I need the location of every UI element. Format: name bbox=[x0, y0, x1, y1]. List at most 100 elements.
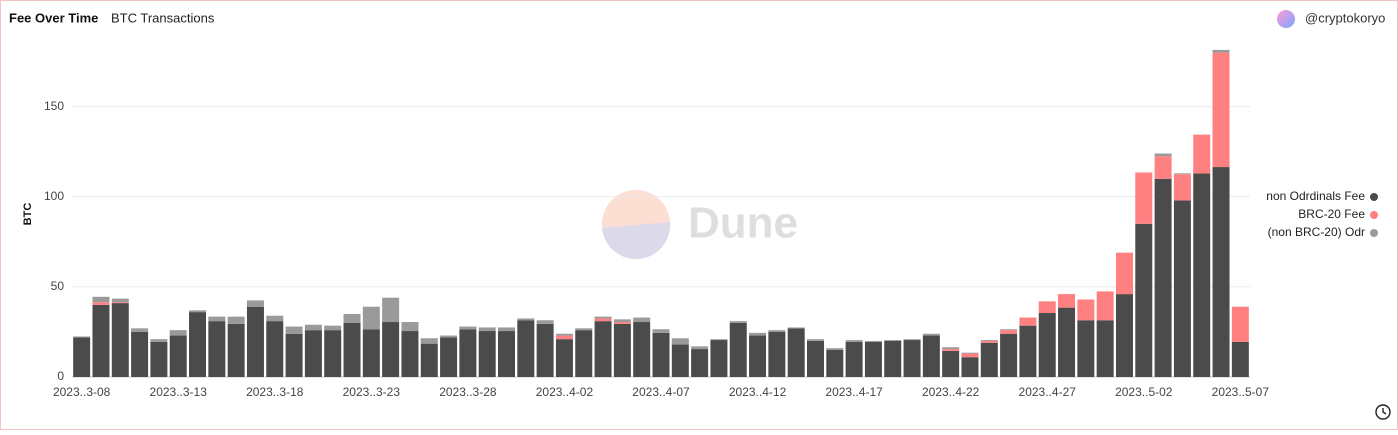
bar-segment bbox=[73, 336, 91, 338]
bar-segment bbox=[961, 357, 979, 377]
bar-segment bbox=[922, 335, 940, 377]
bar-segment bbox=[1019, 325, 1037, 377]
bar-segment bbox=[768, 330, 786, 332]
bar-segment bbox=[1096, 291, 1114, 321]
bar-segment bbox=[942, 350, 960, 377]
bar-segment bbox=[710, 339, 728, 341]
bar-segment bbox=[208, 316, 226, 322]
y-axis-label: BTC bbox=[22, 203, 34, 226]
bar-segment bbox=[478, 327, 496, 332]
bar-segment bbox=[440, 335, 458, 338]
bar-segment bbox=[594, 316, 612, 319]
bar-segment bbox=[787, 327, 805, 329]
bar-segment bbox=[806, 340, 824, 377]
y-tick-label: 100 bbox=[44, 189, 64, 203]
bar-segment bbox=[285, 333, 303, 377]
bar-segment bbox=[1077, 320, 1095, 377]
bar-segment bbox=[111, 303, 129, 377]
bar-segment bbox=[652, 332, 670, 377]
bar-segment bbox=[189, 312, 207, 377]
bar-segment bbox=[942, 349, 960, 351]
bar-segment bbox=[922, 333, 940, 336]
bar-segment bbox=[729, 322, 747, 377]
bar-segment bbox=[1135, 172, 1153, 224]
bar-segment bbox=[787, 328, 805, 377]
bar-segment bbox=[536, 323, 554, 377]
bar-segment bbox=[1212, 52, 1230, 168]
bar-segment bbox=[401, 331, 419, 377]
bar-segment bbox=[73, 337, 91, 377]
bar-segment bbox=[208, 321, 226, 377]
bar-segment bbox=[362, 329, 380, 377]
x-tick-label: 2023..4-02 bbox=[536, 385, 594, 399]
legend-label: non Odrdinals Fee bbox=[1266, 189, 1365, 203]
bar-segment bbox=[92, 304, 110, 377]
legend: non Odrdinals Fee BRC-20 Fee (non BRC-20) … bbox=[1266, 189, 1365, 239]
bar-segment bbox=[498, 327, 516, 332]
bar-segment bbox=[749, 335, 767, 377]
bar-segment bbox=[864, 341, 882, 377]
bar-segment bbox=[1212, 167, 1230, 377]
bar-segment bbox=[420, 343, 438, 377]
bar-segment bbox=[266, 315, 284, 322]
bar-segment bbox=[343, 313, 361, 323]
bar-segment bbox=[478, 331, 496, 377]
bar-segment bbox=[459, 329, 477, 377]
y-tick-label: 150 bbox=[44, 99, 64, 113]
legend-label: (non BRC-20) Odr bbox=[1268, 225, 1365, 239]
bar-segment bbox=[1096, 320, 1114, 377]
legend-swatch bbox=[1370, 193, 1378, 201]
bar-segment bbox=[1115, 294, 1133, 377]
bar-segment bbox=[1173, 200, 1191, 377]
bar-segment bbox=[691, 346, 709, 350]
bar-segment bbox=[1231, 306, 1249, 342]
bar-segment bbox=[806, 339, 824, 341]
bar-segment bbox=[459, 326, 477, 330]
x-tick-label: 2023..4-17 bbox=[825, 385, 883, 399]
y-tick-label: 50 bbox=[51, 279, 65, 293]
bar-segment bbox=[440, 337, 458, 377]
bar-segment bbox=[594, 321, 612, 377]
bar-segment bbox=[246, 306, 264, 377]
bar-segment bbox=[826, 348, 844, 350]
clock-face[interactable] bbox=[1375, 404, 1391, 420]
y-tick-label: 0 bbox=[57, 369, 64, 383]
clock-icon[interactable] bbox=[1375, 404, 1391, 420]
legend-swatch bbox=[1370, 229, 1378, 237]
legend-swatch bbox=[1370, 211, 1378, 219]
bar-segment bbox=[1193, 173, 1211, 377]
bar-segment bbox=[189, 310, 207, 313]
bar-segment bbox=[749, 332, 767, 336]
bar-segment bbox=[884, 340, 902, 341]
bar-segment bbox=[362, 306, 380, 330]
bar-segment bbox=[575, 330, 593, 377]
bar-segment bbox=[111, 298, 129, 303]
clock-hands[interactable] bbox=[1382, 408, 1387, 415]
bar-segment bbox=[1038, 313, 1056, 377]
bar-segment bbox=[961, 352, 979, 354]
bar-segment bbox=[575, 328, 593, 331]
bar-segment bbox=[169, 330, 187, 336]
bar-segment bbox=[845, 341, 863, 377]
bar-segment bbox=[150, 341, 168, 377]
x-tick-label: 2023..4-12 bbox=[729, 385, 787, 399]
bar-segment bbox=[1058, 294, 1076, 308]
bar-segment bbox=[980, 340, 998, 343]
bar-segment bbox=[961, 353, 979, 358]
bar-segment bbox=[864, 340, 882, 342]
bar-segment bbox=[382, 322, 400, 377]
bar-segment bbox=[613, 322, 631, 324]
bar-segment bbox=[1173, 173, 1191, 175]
bar-segment bbox=[1000, 333, 1018, 377]
x-tick-label: 2023..4-07 bbox=[632, 385, 690, 399]
x-tick-label: 2023..4-22 bbox=[922, 385, 980, 399]
bar-segment bbox=[1058, 307, 1076, 377]
bar-segment bbox=[498, 331, 516, 377]
bar-segment bbox=[1173, 174, 1191, 201]
bar-segment bbox=[1193, 134, 1211, 174]
bar-segment bbox=[324, 325, 342, 331]
x-tick-label: 2023..5-07 bbox=[1212, 385, 1270, 399]
x-tick-label: 2023..3-08 bbox=[53, 385, 111, 399]
bar-segment bbox=[555, 339, 573, 377]
bar-segment bbox=[613, 323, 631, 377]
